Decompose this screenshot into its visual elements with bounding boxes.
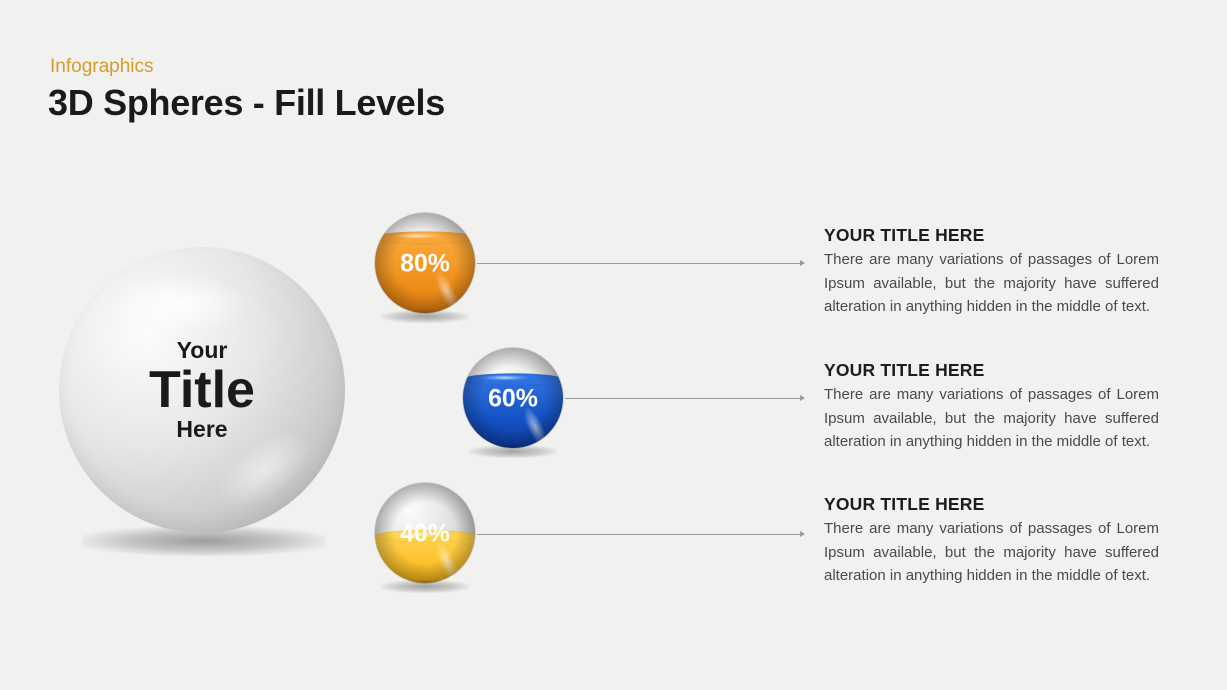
svg-text:40%: 40% <box>400 519 450 547</box>
svg-text:80%: 80% <box>400 249 450 277</box>
svg-text:60%: 60% <box>488 384 538 412</box>
